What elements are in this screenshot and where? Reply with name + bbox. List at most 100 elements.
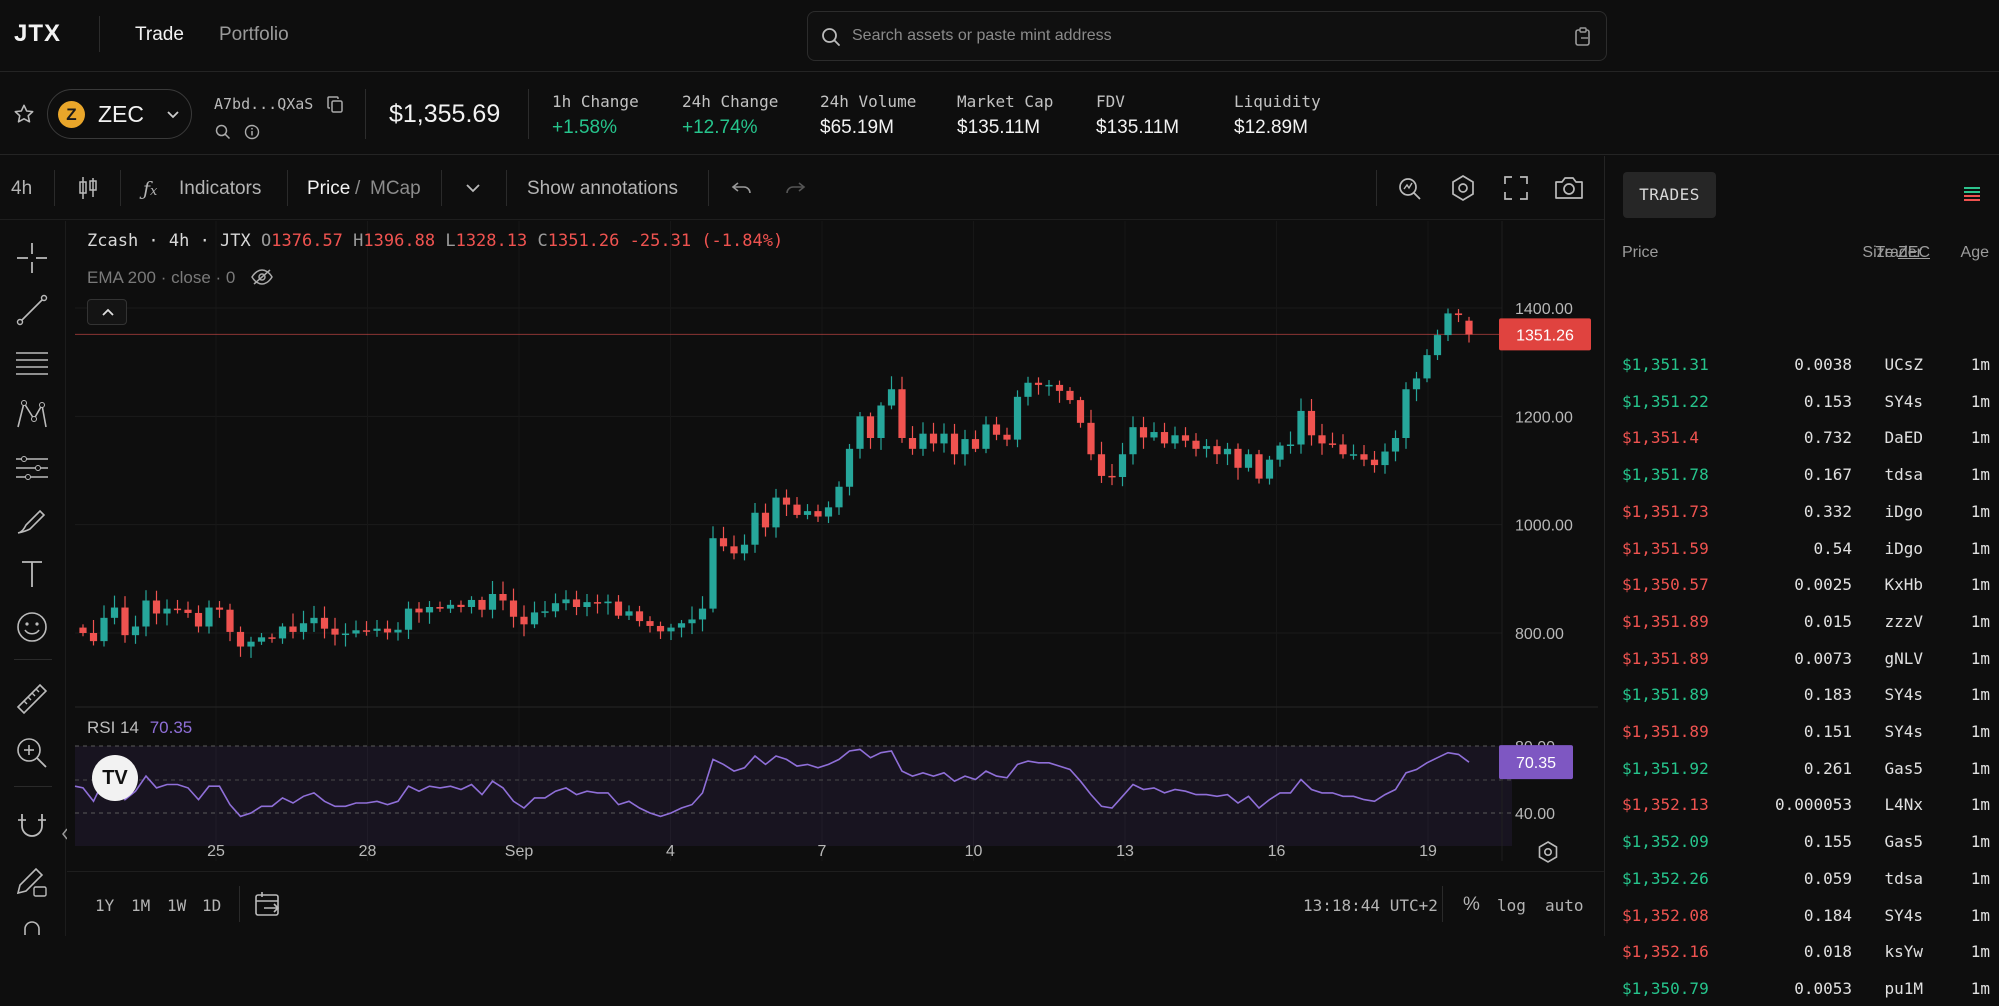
redo-icon[interactable] (784, 180, 806, 196)
trade-trader[interactable]: SY4s (1884, 685, 1923, 705)
brush-icon[interactable] (14, 503, 50, 539)
chevron-left-icon[interactable] (61, 827, 69, 841)
menu-icon[interactable] (1963, 186, 1981, 202)
candle-body (1097, 454, 1106, 476)
logo[interactable]: JTX (14, 20, 62, 47)
clock-time[interactable]: 13:18:44 UTC+2 (1303, 896, 1438, 915)
crosshair-icon[interactable] (14, 240, 50, 276)
trade-trader[interactable]: pu1M (1884, 978, 1923, 998)
range-1w[interactable]: 1W (167, 896, 187, 915)
price-toggle[interactable]: Price (307, 178, 351, 199)
search-input[interactable] (852, 24, 1552, 48)
trade-row[interactable]: $1,351.89 0.015 zzzV 1m (1605, 603, 1999, 639)
trade-row[interactable]: $1,352.08 0.184 SY4s 1m (1605, 897, 1999, 933)
trade-trader[interactable]: Gas5 (1884, 758, 1923, 778)
trade-row[interactable]: $1,351.92 0.261 Gas5 1m (1605, 750, 1999, 786)
trade-row[interactable]: $1,351.89 0.183 SY4s 1m (1605, 676, 1999, 712)
trade-trader[interactable]: gNLV (1884, 648, 1923, 668)
trade-row[interactable]: $1,351.73 0.332 iDgo 1m (1605, 493, 1999, 529)
show-annotations-button[interactable]: Show annotations (527, 178, 679, 199)
trades-tab[interactable]: TRADES (1623, 172, 1716, 218)
range-1d[interactable]: 1D (202, 896, 222, 915)
emoji-icon[interactable] (14, 609, 50, 645)
percent-toggle[interactable]: % (1463, 894, 1480, 915)
trade-trader[interactable]: ksYw (1884, 942, 1923, 962)
forecast-icon[interactable] (14, 450, 50, 486)
range-1m[interactable]: 1M (131, 896, 151, 915)
undo-icon[interactable] (731, 180, 753, 196)
mcap-toggle[interactable]: MCap (370, 178, 421, 199)
trade-row[interactable]: $1,351.4 0.732 DaED 1m (1605, 419, 1999, 455)
trend-line-icon[interactable] (14, 292, 50, 328)
log-toggle[interactable]: log (1497, 896, 1526, 915)
auto-toggle[interactable]: auto (1545, 896, 1584, 915)
trade-trader[interactable]: tdsa (1884, 465, 1923, 485)
trade-trader[interactable]: iDgo (1884, 501, 1923, 521)
nav-trade-link[interactable]: Trade (135, 24, 184, 45)
trade-age: 1m (1970, 501, 1990, 521)
magic-search-icon[interactable] (1397, 174, 1423, 202)
trade-row[interactable]: $1,351.89 0.151 SY4s 1m (1605, 713, 1999, 749)
eye-off-icon[interactable] (250, 268, 274, 286)
trade-row[interactable]: $1,351.78 0.167 tdsa 1m (1605, 456, 1999, 492)
nav-portfolio-link[interactable]: Portfolio (219, 24, 289, 45)
trade-size: 0.183 (1803, 685, 1852, 705)
fullscreen-icon[interactable] (1503, 175, 1529, 201)
trade-row[interactable]: $1,352.26 0.059 tdsa 1m (1605, 860, 1999, 896)
size-unit-toggle[interactable]: ZEC (1898, 244, 1930, 261)
trade-row[interactable]: $1,352.09 0.155 Gas5 1m (1605, 823, 1999, 859)
trade-trader[interactable]: SY4s (1884, 391, 1923, 411)
trade-trader[interactable]: iDgo (1884, 538, 1923, 558)
trade-row[interactable]: $1,351.22 0.153 SY4s 1m (1605, 383, 1999, 419)
candle-body (1297, 410, 1305, 445)
token-selector[interactable]: Z ZEC (47, 89, 192, 139)
camera-icon[interactable] (1553, 175, 1585, 201)
indicators-button[interactable]: Indicators (179, 178, 262, 199)
trade-row[interactable]: $1,352.13 0.000053 L4Nx 1m (1605, 786, 1999, 822)
settings-gear-icon[interactable] (1537, 841, 1559, 863)
horizontal-lines-icon[interactable] (14, 345, 50, 381)
chevron-down-icon[interactable] (464, 182, 482, 194)
search-box[interactable] (807, 11, 1607, 61)
trade-trader[interactable]: SY4s (1884, 905, 1923, 925)
pencil-lock-icon[interactable] (14, 863, 50, 899)
lock-icon[interactable] (14, 917, 50, 936)
ohlc-change-pct: (-1.84%) (701, 231, 784, 251)
trade-row[interactable]: $1,351.31 0.0038 UCsZ 1m (1605, 346, 1999, 382)
search-icon[interactable] (215, 124, 231, 140)
magnet-icon[interactable] (14, 808, 50, 844)
candles-icon[interactable] (77, 175, 99, 201)
trade-trader[interactable]: tdsa (1884, 868, 1923, 888)
tradingview-logo[interactable]: TV (92, 755, 138, 801)
trade-trader[interactable]: KxHb (1884, 575, 1923, 595)
range-1y[interactable]: 1Y (95, 896, 115, 915)
trade-row[interactable]: $1,350.79 0.0053 pu1M 1m (1605, 970, 1999, 1006)
paste-icon[interactable] (1574, 27, 1592, 47)
trade-row[interactable]: $1,351.59 0.54 iDgo 1m (1605, 530, 1999, 566)
info-icon[interactable] (244, 124, 260, 140)
trade-trader[interactable]: zzzV (1884, 611, 1923, 631)
pattern-icon[interactable] (14, 397, 50, 433)
collapse-legend-button[interactable] (87, 299, 127, 325)
trade-trader[interactable]: L4Nx (1884, 795, 1923, 815)
trade-trader[interactable]: UCsZ (1884, 355, 1923, 374)
trade-row[interactable]: $1,352.16 0.018 ksYw 1m (1605, 933, 1999, 969)
date-range-icon[interactable] (254, 891, 282, 917)
copy-icon[interactable] (327, 96, 343, 113)
interval-button[interactable]: 4h (11, 178, 33, 199)
trade-row[interactable]: $1,351.89 0.0073 gNLV 1m (1605, 640, 1999, 676)
trade-trader[interactable]: DaED (1884, 428, 1923, 448)
trade-trader[interactable]: Gas5 (1884, 832, 1923, 852)
trade-row[interactable]: $1,350.57 0.0025 KxHb 1m (1605, 566, 1999, 602)
text-icon[interactable] (14, 556, 50, 592)
ruler-icon[interactable] (14, 681, 50, 717)
star-icon[interactable] (13, 103, 35, 125)
fx-icon[interactable]: ƒx (143, 178, 158, 200)
zoom-in-icon[interactable] (14, 735, 50, 771)
candle-body (940, 433, 948, 444)
trade-trader[interactable]: SY4s (1884, 722, 1923, 741)
ema-legend[interactable]: EMA 200 · close · 0 (87, 265, 273, 288)
settings-icon[interactable] (1449, 174, 1477, 202)
